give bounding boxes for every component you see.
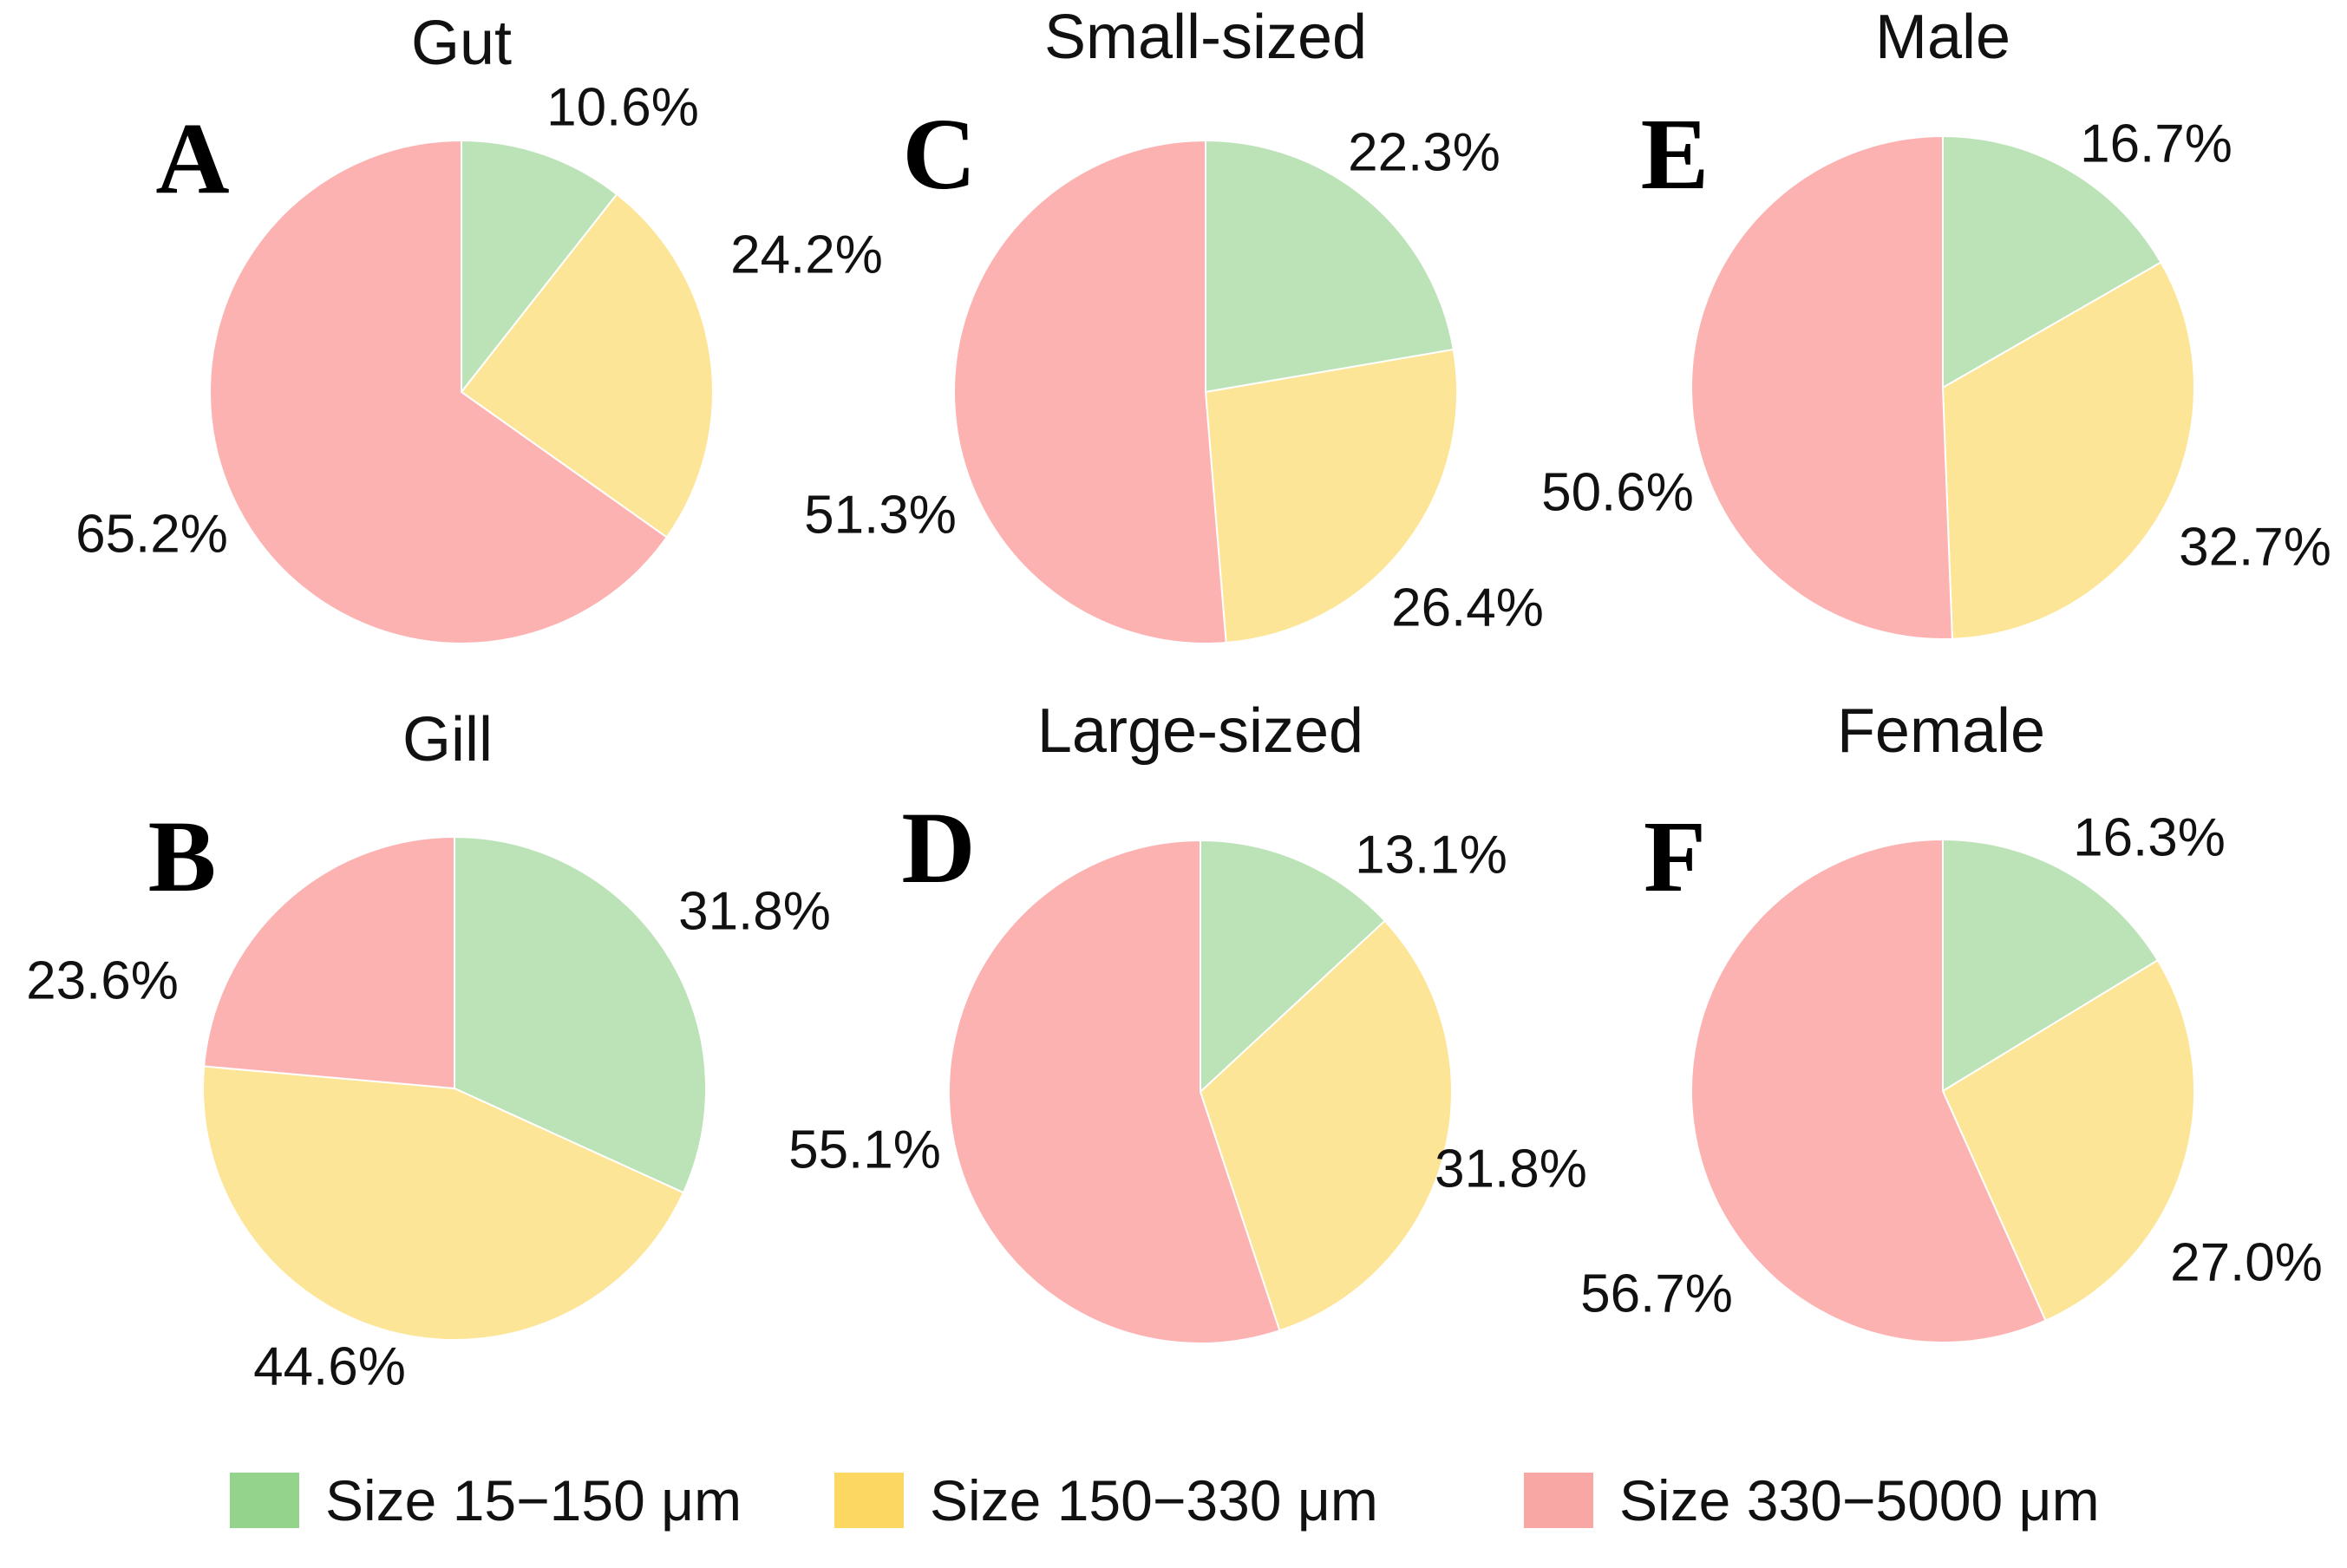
pie-slice-b-0 — [454, 835, 707, 1194]
legend-item-150-330: Size 150−330 μm — [834, 1466, 1378, 1535]
pie-slice-f-0 — [1942, 838, 2160, 1093]
pie-panel-d: Large-sized D 13.1% 31.8% 55.1% — [788, 696, 1587, 1344]
pie-slice-a-0 — [461, 139, 618, 395]
legend-label-15-150: Size 15−150 μm — [325, 1468, 742, 1532]
pie-slice-b-2 — [203, 835, 455, 1090]
pie-value-label-e-1: 32.7% — [2179, 517, 2331, 577]
pie-slice-e-2 — [1690, 134, 1953, 640]
pie-slice-d-2 — [948, 839, 1281, 1344]
legend-label-330-5000: Size 330−5000 μm — [1619, 1468, 2100, 1532]
pie-value-label-c-1: 26.4% — [1391, 578, 1544, 637]
pie-value-label-a-0: 10.6% — [546, 77, 699, 137]
pie-slice-d-1 — [1199, 919, 1453, 1332]
legend-swatch-330-5000 — [1524, 1473, 1593, 1528]
pie-title-d: Large-sized — [1037, 696, 1363, 766]
legend: Size 15−150 μm Size 150−330 μm Size 330−… — [0, 1466, 2347, 1535]
pie-panel-b: Gill B 31.8% 44.6% 23.6% — [26, 705, 831, 1396]
panel-letter-d: D — [901, 791, 975, 905]
pie-value-label-d-1: 31.8% — [1435, 1139, 1587, 1199]
pie-slice-c-2 — [953, 139, 1227, 644]
legend-swatch-15-150 — [230, 1473, 299, 1528]
pie-value-label-f-1: 27.0% — [2170, 1232, 2323, 1292]
pie-slice-c-1 — [1204, 348, 1458, 644]
legend-swatch-150-330 — [834, 1473, 904, 1528]
pie-value-label-d-0: 13.1% — [1355, 825, 1507, 885]
pie-value-label-b-1: 44.6% — [253, 1336, 406, 1396]
pie-title-e: Male — [1875, 3, 2010, 72]
pie-panel-a: Gut A 10.6% 24.2% 65.2% — [75, 9, 883, 644]
pie-value-label-d-2: 55.1% — [788, 1120, 941, 1179]
legend-label-150-330: Size 150−330 μm — [930, 1468, 1378, 1532]
pie-value-label-e-0: 16.7% — [2080, 114, 2233, 173]
pie-value-label-f-0: 16.3% — [2073, 807, 2226, 867]
pie-value-label-b-0: 31.8% — [678, 881, 831, 941]
panel-letter-c: C — [902, 97, 976, 211]
pie-slice-e-0 — [1942, 134, 2162, 389]
pie-slice-d-0 — [1200, 839, 1387, 1094]
pie-value-label-a-2: 65.2% — [75, 504, 228, 564]
pie-panel-e: Male E 16.7% 32.7% 50.6% — [1541, 3, 2331, 640]
pie-title-f: Female — [1837, 696, 2045, 766]
panel-letter-f: F — [1644, 800, 1706, 913]
panel-letter-b: B — [148, 800, 217, 913]
pie-value-label-c-0: 22.3% — [1348, 122, 1500, 182]
pie-value-label-e-2: 50.6% — [1541, 462, 1694, 522]
legend-item-15-150: Size 15−150 μm — [230, 1466, 742, 1535]
pie-slice-f-2 — [1690, 838, 2047, 1343]
pie-value-label-a-1: 24.2% — [730, 225, 883, 284]
pie-value-label-c-2: 51.3% — [804, 485, 957, 545]
pie-value-label-f-2: 56.7% — [1580, 1264, 1733, 1323]
pie-slice-a-2 — [209, 139, 669, 644]
pie-slice-e-1 — [1941, 261, 2195, 640]
panel-letter-a: A — [155, 101, 229, 215]
legend-item-330-5000: Size 330−5000 μm — [1524, 1466, 2100, 1535]
pie-title-a: Gut — [411, 9, 512, 78]
pie-slice-a-1 — [460, 193, 714, 539]
pie-panel-f: Female F 16.3% 27.0% 56.7% — [1580, 696, 2323, 1343]
pie-slice-b-1 — [202, 1065, 685, 1341]
pie-panel-c: Small-sized C 22.3% 26.4% 51.3% — [804, 3, 1544, 644]
pie-title-c: Small-sized — [1044, 3, 1367, 72]
pie-slice-c-0 — [1205, 139, 1455, 394]
panel-letter-e: E — [1641, 97, 1710, 211]
pie-title-b: Gill — [402, 705, 493, 774]
pie-value-label-b-2: 23.6% — [26, 951, 179, 1010]
